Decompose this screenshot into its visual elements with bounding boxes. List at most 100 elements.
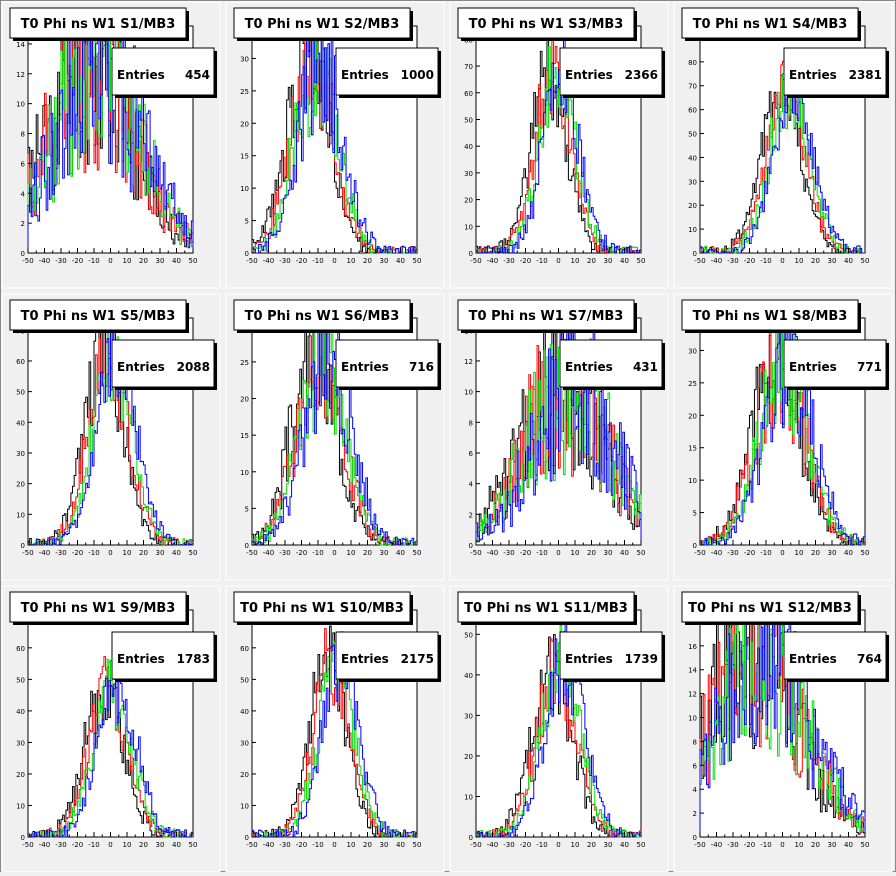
chart-title: T0 Phi ns W1 S4/MB3 — [693, 17, 848, 32]
x-tick-label: -30 — [279, 841, 290, 849]
stats-box — [783, 47, 887, 96]
y-tick-label: 2 — [21, 220, 25, 228]
x-tick-label: 50 — [637, 841, 646, 849]
x-tick-label: -40 — [263, 257, 274, 265]
y-tick-label: 40 — [16, 419, 25, 427]
y-tick-label: 0 — [245, 834, 249, 842]
stats-value: 2366 — [625, 68, 658, 82]
stats-value: 771 — [857, 360, 882, 374]
x-tick-label: 30 — [604, 549, 613, 557]
stats-label: Entries — [117, 68, 165, 82]
x-tick-label: -10 — [312, 549, 323, 557]
x-tick-label: 40 — [396, 549, 405, 557]
y-tick-label: 30 — [16, 450, 25, 458]
y-tick-label: 5 — [693, 510, 697, 518]
x-tick-label: -50 — [694, 841, 705, 849]
chart-title: T0 Phi ns W1 S5/MB3 — [21, 309, 176, 324]
y-tick-label: 12 — [688, 691, 697, 699]
x-tick-label: 20 — [363, 549, 372, 557]
x-tick-label: -40 — [711, 841, 722, 849]
stats-label: Entries — [341, 360, 389, 374]
x-tick-label: 20 — [587, 257, 596, 265]
x-tick-label: -40 — [263, 549, 274, 557]
y-tick-label: 0 — [693, 250, 697, 258]
x-tick-label: -20 — [520, 549, 531, 557]
y-tick-label: 50 — [464, 631, 473, 639]
x-tick-label: 50 — [413, 549, 422, 557]
x-tick-label: 10 — [347, 257, 356, 265]
stats-label: Entries — [117, 360, 165, 374]
title-box — [681, 299, 859, 331]
histogram-series-4 — [475, 39, 642, 254]
histogram-series-3 — [475, 317, 642, 545]
y-tick-label: 30 — [464, 712, 473, 720]
y-tick-label: 30 — [16, 739, 25, 747]
y-tick-label: 10 — [240, 469, 249, 477]
y-tick-label: 6 — [469, 450, 474, 458]
x-tick-label: -20 — [520, 257, 531, 265]
y-tick-label: 60 — [464, 90, 473, 98]
stats-value: 764 — [857, 652, 882, 666]
x-tick-label: 50 — [189, 257, 198, 265]
x-tick-label: -30 — [727, 549, 738, 557]
y-tick-label: 60 — [16, 358, 25, 366]
title-box — [233, 7, 411, 39]
x-tick-label: -10 — [536, 841, 547, 849]
x-tick-label: 50 — [861, 549, 870, 557]
y-tick-label: 20 — [688, 202, 697, 210]
x-tick-label: 30 — [828, 841, 837, 849]
x-tick-label: 40 — [620, 257, 629, 265]
y-tick-label: 10 — [16, 101, 25, 109]
title-box — [233, 591, 411, 623]
x-tick-label: -30 — [503, 549, 514, 557]
y-tick-label: 8 — [693, 738, 697, 746]
y-tick-label: 20 — [240, 771, 249, 779]
histogram-pad: 0 10 20 30 40 50 -50 -40 -30 -20 -10 0 10 20 30 40 50 Ent… — [449, 585, 669, 873]
x-tick-label: -50 — [470, 841, 481, 849]
y-tick-label: 30 — [240, 55, 249, 63]
histogram-series-3 — [699, 609, 866, 837]
x-tick-label: -10 — [88, 549, 99, 557]
title-box — [681, 591, 859, 623]
stats-value: 2381 — [849, 68, 882, 82]
chart-title: T0 Phi ns W1 S9/MB3 — [21, 601, 176, 616]
y-tick-label: 60 — [688, 107, 697, 115]
x-tick-label: 20 — [811, 257, 820, 265]
histogram-series-4 — [251, 25, 418, 254]
x-tick-label: 50 — [189, 549, 198, 557]
x-tick-label: 10 — [571, 257, 580, 265]
x-tick-label: -10 — [760, 841, 771, 849]
x-tick-label: -30 — [727, 257, 738, 265]
stats-label: Entries — [789, 68, 837, 82]
y-tick-label: 15 — [240, 432, 249, 440]
y-tick-label: 10 — [240, 185, 249, 193]
chart-title: T0 Phi ns W1 S11/MB3 — [464, 601, 628, 616]
x-tick-label: 40 — [396, 257, 405, 265]
y-tick-label: 30 — [464, 170, 473, 178]
x-tick-label: 20 — [587, 841, 596, 849]
y-tick-label: 40 — [688, 154, 697, 162]
stats-box — [559, 339, 663, 388]
y-tick-label: 30 — [240, 739, 249, 747]
x-tick-label: 0 — [780, 549, 784, 557]
x-tick-label: 30 — [604, 841, 613, 849]
y-tick-label: 20 — [16, 771, 25, 779]
histogram-series-4 — [27, 663, 194, 838]
x-tick-label: 10 — [123, 257, 132, 265]
stats-box — [335, 339, 439, 388]
y-tick-label: 2 — [693, 810, 697, 818]
y-tick-label: 50 — [240, 676, 249, 684]
x-tick-label: -20 — [296, 257, 307, 265]
stats-label: Entries — [565, 652, 613, 666]
histogram-series-4 — [27, 25, 194, 253]
y-tick-label: 50 — [464, 116, 473, 124]
y-tick-label: 20 — [688, 412, 697, 420]
histogram-pad: 010203040506070-50-40-30-20-100102030405… — [1, 293, 221, 581]
x-tick-label: 30 — [380, 841, 389, 849]
title-box — [9, 299, 187, 331]
y-tick-label: 25 — [240, 359, 249, 367]
x-tick-label: 10 — [347, 841, 356, 849]
x-tick-label: 40 — [172, 841, 181, 849]
